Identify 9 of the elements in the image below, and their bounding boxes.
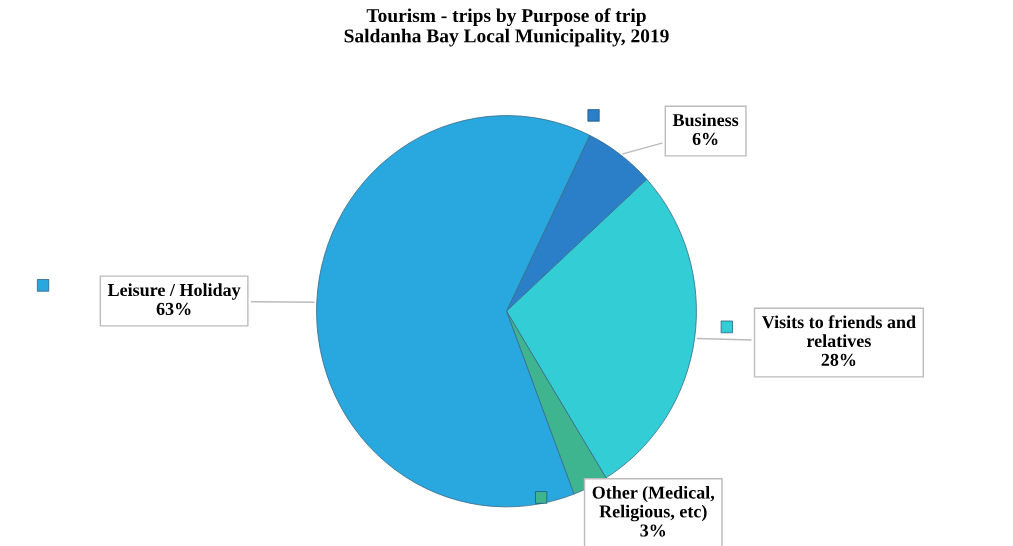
data-label: 6% <box>692 132 718 146</box>
legend-label: Visits to friends and relatives <box>761 315 916 348</box>
data-label: 28% <box>821 353 856 366</box>
data-label: 63% <box>156 302 191 316</box>
chart-title: Tourism - trips by Purpose of trip Saldanha Bay Local Municipality, 2019 <box>344 8 669 47</box>
slice-label: Leisure / Holiday <box>107 283 241 300</box>
data-label: 3% <box>640 524 666 537</box>
slice-label: Business <box>672 113 739 127</box>
slice-label: Other (Medical, Religious, etc) <box>592 485 715 522</box>
